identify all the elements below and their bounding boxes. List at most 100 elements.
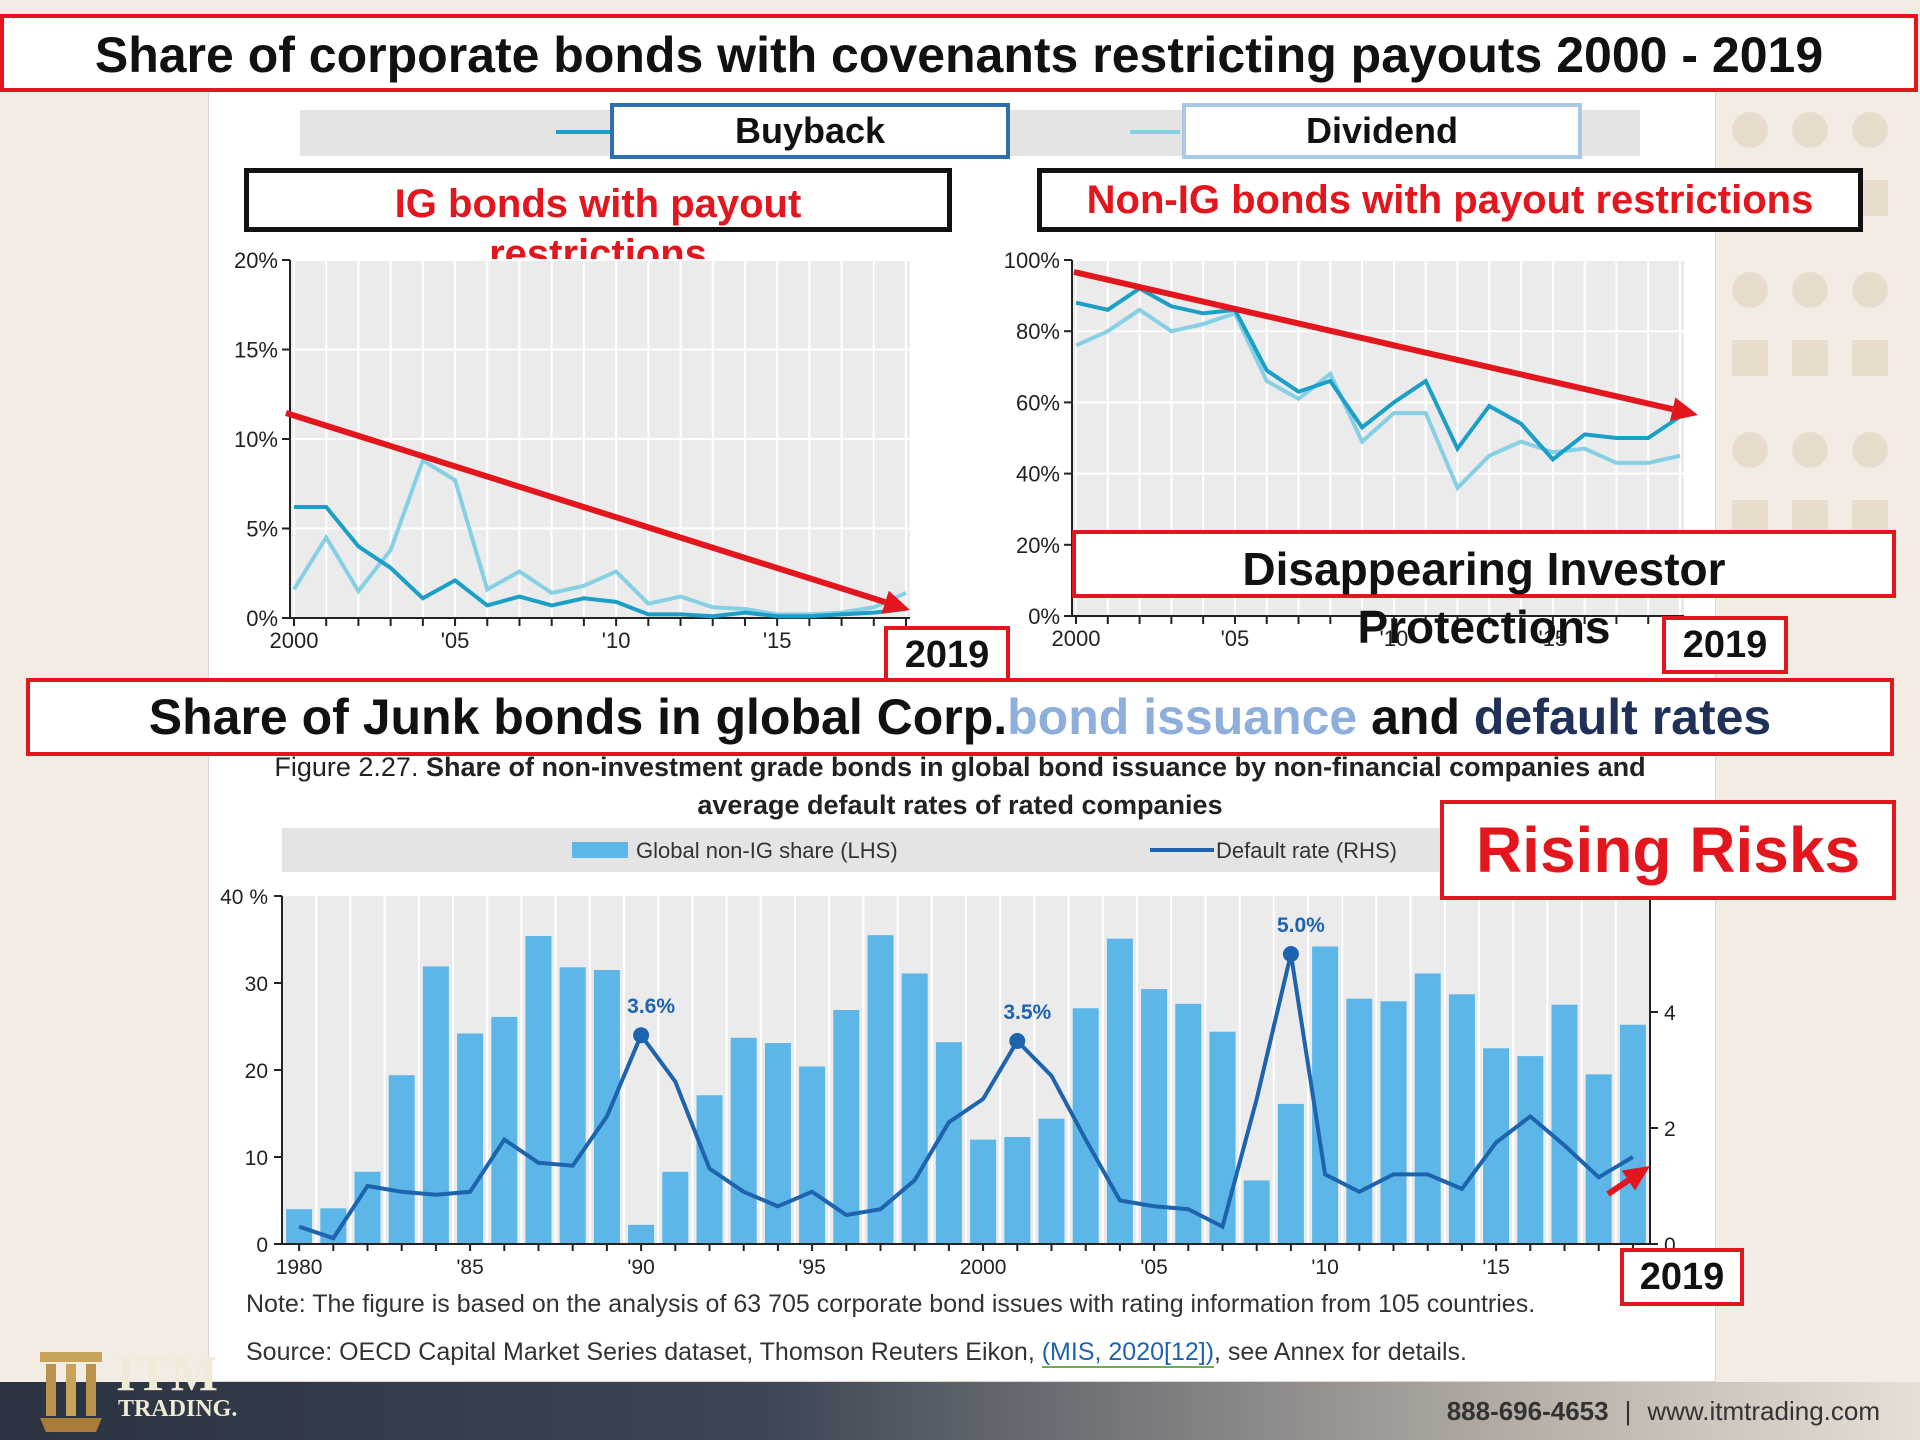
peak-label: 5.0% <box>1277 914 1325 937</box>
legend-bar-swatch <box>572 842 628 858</box>
y-tick-label: 10% <box>234 427 278 452</box>
y-tick-label-left: 20 <box>245 1060 268 1083</box>
x-tick-label: 1980 <box>276 1256 323 1276</box>
y-tick-label-left: 30 <box>245 973 268 996</box>
source-link[interactable]: (MIS, 2020[12]) <box>1041 1338 1215 1368</box>
bar-2019 <box>1619 1024 1646 1244</box>
peak-label: 3.5% <box>1003 1001 1051 1024</box>
bar-1997 <box>867 935 894 1244</box>
y-tick-label-right: 4 <box>1664 1002 1676 1025</box>
legend-line-label: Default rate (RHS) <box>1216 838 1397 863</box>
nonig-bonds-box: Non-IG bonds with payout restrictions <box>1037 168 1863 232</box>
bar-2005 <box>1141 989 1168 1244</box>
x-tick-label: '15 <box>763 628 792 653</box>
bar-1994 <box>764 1043 791 1244</box>
bar-2014 <box>1448 994 1475 1244</box>
legend-strip <box>282 828 1644 872</box>
ig-line-chart: 0% 5% 10% 15% 20% 2000 '05 '10 '15 <box>234 248 910 653</box>
x-tick-label: '90 <box>627 1256 654 1276</box>
chart-source: Source: OECD Capital Market Series datas… <box>246 1338 1467 1368</box>
logo-trading-text: TRADING. <box>118 1396 238 1422</box>
logo-itm-text: ITM <box>116 1345 219 1401</box>
chart-note: Note: The figure is based on the analysi… <box>246 1290 1536 1318</box>
caption-prefix: Figure 2.27. <box>274 752 419 782</box>
bar-1993 <box>730 1037 757 1244</box>
x-tick-label: '10 <box>1380 626 1409 651</box>
year-tag-nonig: 2019 <box>1662 616 1788 674</box>
source-prefix: Source: OECD Capital Market Series datas… <box>246 1338 1042 1366</box>
bar-2015 <box>1483 1048 1510 1244</box>
junk-title-part4: default rates <box>1473 689 1772 745</box>
rising-arrow-head <box>1621 1166 1650 1191</box>
footer-website[interactable]: www.itmtrading.com <box>1647 1396 1880 1426</box>
bar-2017 <box>1551 1004 1578 1244</box>
x-tick-label: '85 <box>456 1256 483 1276</box>
peak-marker <box>1282 946 1299 962</box>
slide-title: Share of corporate bonds with covenants … <box>0 14 1918 92</box>
bar-1985 <box>457 1033 484 1244</box>
protections-box: Disappearing Investor Protections <box>1072 530 1896 653</box>
bar-1991 <box>662 1171 689 1244</box>
default-rate-line <box>298 953 1634 1241</box>
trend-arrow <box>285 410 887 606</box>
bar-1983 <box>388 1075 415 1244</box>
legend-buyback: Buyback <box>610 103 1010 159</box>
ig-bonds-box: IG bonds with payout restrictions <box>244 168 952 276</box>
bar-1996 <box>833 1009 860 1244</box>
y-tick-label-left: 10 <box>245 1147 268 1170</box>
nonig-bonds-label: Non-IG bonds with payout restrictions <box>1086 177 1814 222</box>
year-tag-junk: 2019 <box>1620 1248 1744 1306</box>
bar-2001 <box>1004 1136 1031 1244</box>
bar-2007 <box>1209 1031 1236 1244</box>
peak-marker <box>1009 1033 1026 1049</box>
bar-2000 <box>970 1139 997 1244</box>
bar-2002 <box>1038 1118 1065 1244</box>
bar-1995 <box>799 1066 826 1244</box>
bar-2009 <box>1277 1103 1304 1244</box>
trend-arrow-head <box>1669 397 1698 421</box>
peak-label: 3.6% <box>627 995 675 1018</box>
x-tick-label: '10 <box>1311 1256 1338 1276</box>
legend-dividend: Dividend <box>1182 103 1582 159</box>
x-tick-label: '05 <box>441 628 470 653</box>
junk-title-part1: Share of Junk bonds in global Corp. <box>148 689 1008 745</box>
bar-1999 <box>935 1042 962 1244</box>
y-tick-label: 80% <box>1016 319 1060 344</box>
bar-1998 <box>901 973 928 1244</box>
y-tick-label: 40% <box>1016 462 1060 487</box>
year-tag-ig: 2019 <box>884 626 1010 684</box>
footer-divider: | <box>1624 1396 1632 1426</box>
bar-2012 <box>1380 1001 1407 1244</box>
figure-caption: Figure 2.27. Share of non-investment gra… <box>250 748 1670 824</box>
y-tick-label: 0% <box>246 606 278 631</box>
series-line-dividend <box>1075 307 1681 492</box>
peak-marker <box>633 1027 650 1044</box>
caption-bold-1: Share of non-investment grade bonds in g… <box>425 752 1646 782</box>
x-tick-label: 2000 <box>1052 626 1101 651</box>
bar-1990 <box>628 1224 655 1244</box>
junk-title-part3: and <box>1357 689 1474 745</box>
bar-2016 <box>1517 1056 1544 1244</box>
legend-dividend-label: Dividend <box>1305 110 1458 151</box>
y-tick-label-left: 0 <box>256 1234 268 1257</box>
footer-phone[interactable]: 888-696-4653 <box>1446 1396 1609 1426</box>
rising-arrow <box>1606 1177 1631 1197</box>
y-tick-label-right: 0 <box>1664 1234 1676 1257</box>
y-tick-label: 20% <box>1016 533 1060 558</box>
bar-1982 <box>354 1171 381 1244</box>
junk-bonds-title: Share of Junk bonds in global Corp. bond… <box>26 678 1894 756</box>
junk-bond-bar-chart: Global non-IG share (LHS) Default rate (R… <box>220 828 1676 1276</box>
protections-label: Disappearing Investor Protections <box>1242 543 1726 653</box>
source-suffix: , see Annex for details. <box>1214 1338 1467 1366</box>
series-line-buyback <box>294 505 907 619</box>
bar-1984 <box>422 966 449 1244</box>
x-tick-label: 2000 <box>270 628 319 653</box>
caption-bold-2: average default rates of rated companies <box>697 790 1223 820</box>
bar-1980 <box>286 1209 313 1244</box>
y-tick-label-left: 40 % <box>220 886 268 909</box>
series-line-buyback <box>1075 286 1682 463</box>
y-tick-label: 100% <box>1004 248 1060 273</box>
bar-1988 <box>559 967 586 1244</box>
y-tick-label: 15% <box>234 338 278 363</box>
x-tick-label: '05 <box>1140 1256 1167 1276</box>
